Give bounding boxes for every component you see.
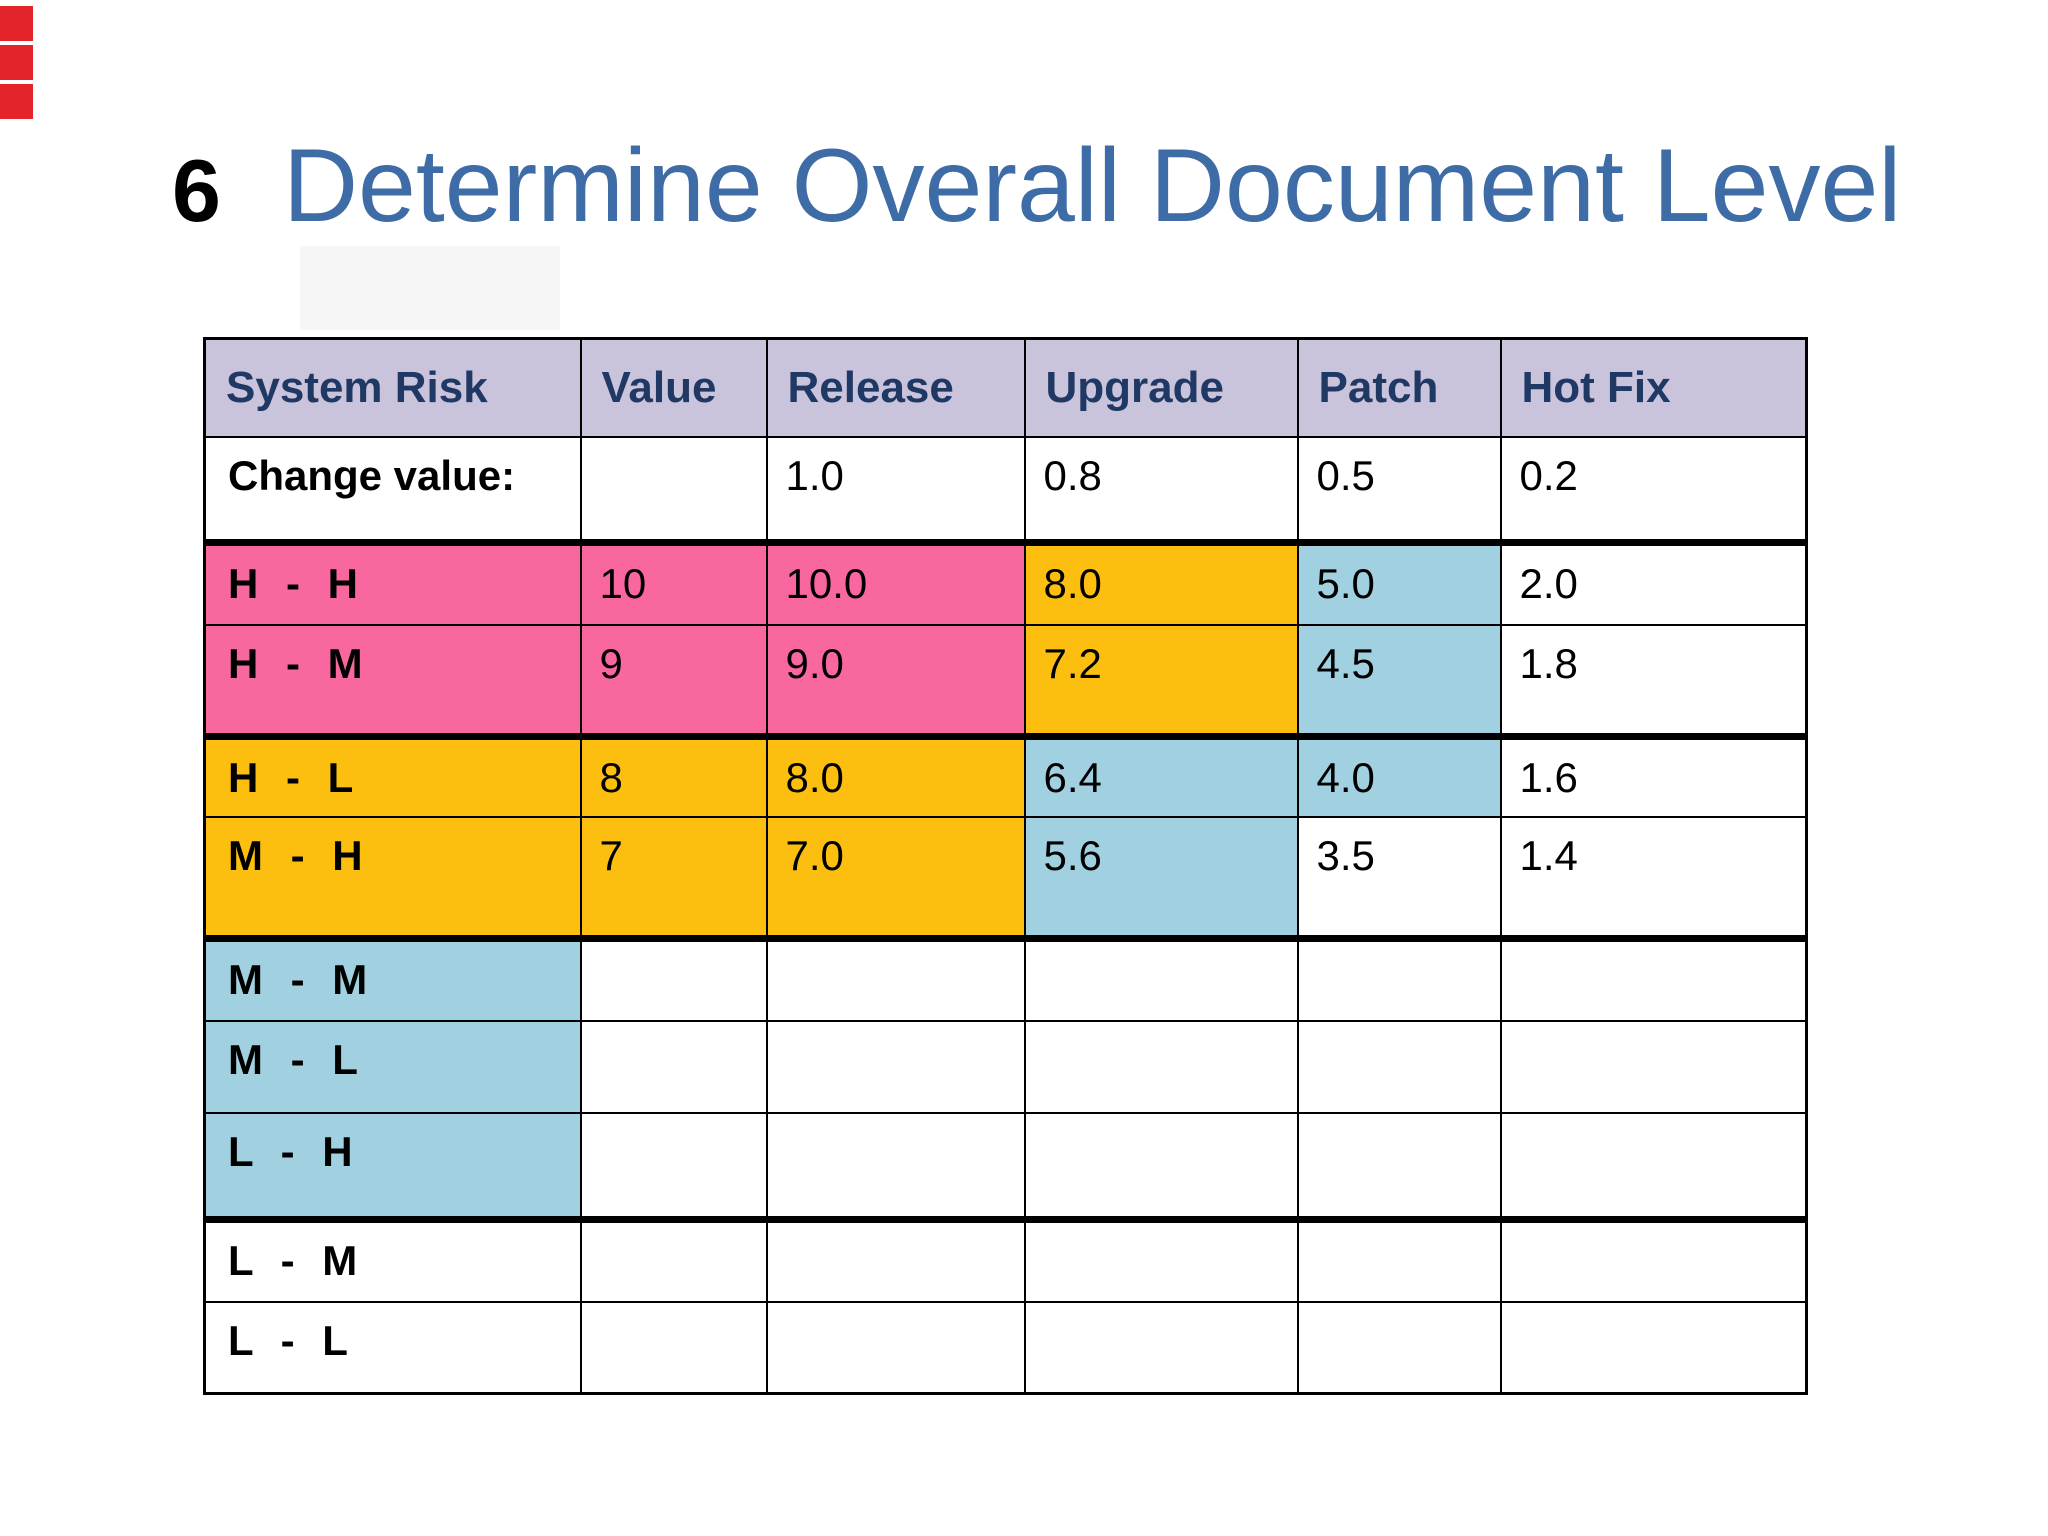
risk-cell: M - H xyxy=(203,815,582,942)
gray-smudge xyxy=(300,246,560,330)
value-cell: 1.0 xyxy=(765,435,1026,546)
red-marker-segment xyxy=(0,6,33,41)
table-row: L - M xyxy=(203,1218,1808,1303)
column-header: Hot Fix xyxy=(1499,337,1808,438)
value-cell xyxy=(1296,1218,1502,1303)
value-cell: 8.0 xyxy=(765,735,1026,818)
value-cell: 10.0 xyxy=(765,541,1026,626)
column-header: Release xyxy=(765,337,1026,438)
value-cell xyxy=(579,937,768,1022)
table-row: Change value: 1.0 0.8 0.5 0.2 xyxy=(203,435,1808,546)
value-cell xyxy=(1023,1019,1299,1114)
risk-cell: M - M xyxy=(203,937,582,1022)
value-cell xyxy=(579,1300,768,1395)
table-row: L - H xyxy=(203,1111,1808,1223)
value-cell xyxy=(579,435,768,546)
table-row: H - L 8 8.0 6.4 4.0 1.6 xyxy=(203,735,1808,818)
value-cell: 0.2 xyxy=(1499,435,1808,546)
value-cell xyxy=(1296,1300,1502,1395)
value-cell xyxy=(1296,1111,1502,1223)
value-cell xyxy=(1499,1218,1808,1303)
table-row: M - H 7 7.0 5.6 3.5 1.4 xyxy=(203,815,1808,942)
value-cell xyxy=(765,937,1026,1022)
value-cell xyxy=(1499,1019,1808,1114)
table-row: M - L xyxy=(203,1019,1808,1114)
slide-number: 6 xyxy=(172,141,221,240)
red-marker-bar xyxy=(0,6,33,119)
value-cell: 8 xyxy=(579,735,768,818)
value-cell xyxy=(1023,1111,1299,1223)
risk-cell: H - H xyxy=(203,541,582,626)
value-cell: 3.5 xyxy=(1296,815,1502,942)
value-cell: 4.0 xyxy=(1296,735,1502,818)
table-row: M - M xyxy=(203,937,1808,1022)
value-cell: 1.8 xyxy=(1499,623,1808,740)
table-row: H - M 9 9.0 7.2 4.5 1.8 xyxy=(203,623,1808,740)
value-cell xyxy=(1023,937,1299,1022)
value-cell xyxy=(1023,1218,1299,1303)
value-cell xyxy=(1499,1300,1808,1395)
risk-cell: M - L xyxy=(203,1019,582,1114)
value-cell: 7 xyxy=(579,815,768,942)
value-cell: 4.5 xyxy=(1296,623,1502,740)
value-cell: 7.2 xyxy=(1023,623,1299,740)
value-cell xyxy=(579,1218,768,1303)
risk-cell: L - H xyxy=(203,1111,582,1223)
value-cell xyxy=(579,1111,768,1223)
column-header: Value xyxy=(579,337,768,438)
red-marker-segment xyxy=(0,84,33,119)
risk-cell: H - M xyxy=(203,623,582,740)
column-header: System Risk xyxy=(203,337,582,438)
value-cell xyxy=(1296,1019,1502,1114)
risk-cell: H - L xyxy=(203,735,582,818)
value-cell xyxy=(1499,1111,1808,1223)
value-cell xyxy=(1296,937,1502,1022)
value-cell: 0.5 xyxy=(1296,435,1502,546)
value-cell xyxy=(579,1019,768,1114)
value-cell: 10 xyxy=(579,541,768,626)
red-marker-segment xyxy=(0,45,33,80)
table-row: L - L xyxy=(203,1300,1808,1395)
value-cell xyxy=(765,1111,1026,1223)
value-cell: 1.4 xyxy=(1499,815,1808,942)
value-cell xyxy=(1023,1300,1299,1395)
table-header-row: System Risk Value Release Upgrade Patch Hot F… xyxy=(203,337,1808,438)
value-cell: 8.0 xyxy=(1023,541,1299,626)
value-cell: 6.4 xyxy=(1023,735,1299,818)
value-cell: 0.8 xyxy=(1023,435,1299,546)
value-cell: 7.0 xyxy=(765,815,1026,942)
risk-cell: L - L xyxy=(203,1300,582,1395)
column-header: Patch xyxy=(1296,337,1502,438)
risk-cell: L - M xyxy=(203,1218,582,1303)
document-level-table: System Risk Value Release Upgrade Patch Hot F… xyxy=(203,337,1808,1395)
value-cell: 5.6 xyxy=(1023,815,1299,942)
table-body: Change value: 1.0 0.8 0.5 0.2 H - H 10 10.0 8.0 5… xyxy=(203,435,1808,1395)
value-cell: 1.6 xyxy=(1499,735,1808,818)
value-cell: 9 xyxy=(579,623,768,740)
column-header: Upgrade xyxy=(1023,337,1299,438)
value-cell: 5.0 xyxy=(1296,541,1502,626)
value-cell: 9.0 xyxy=(765,623,1026,740)
value-cell: 2.0 xyxy=(1499,541,1808,626)
table-row: H - H 10 10.0 8.0 5.0 2.0 xyxy=(203,541,1808,626)
value-cell xyxy=(1499,937,1808,1022)
value-cell xyxy=(765,1300,1026,1395)
value-cell xyxy=(765,1218,1026,1303)
slide-header: 6 Determine Overall Document Level xyxy=(172,134,1901,238)
risk-cell: Change value: xyxy=(203,435,582,546)
value-cell xyxy=(765,1019,1026,1114)
page-title: Determine Overall Document Level xyxy=(282,128,1902,244)
